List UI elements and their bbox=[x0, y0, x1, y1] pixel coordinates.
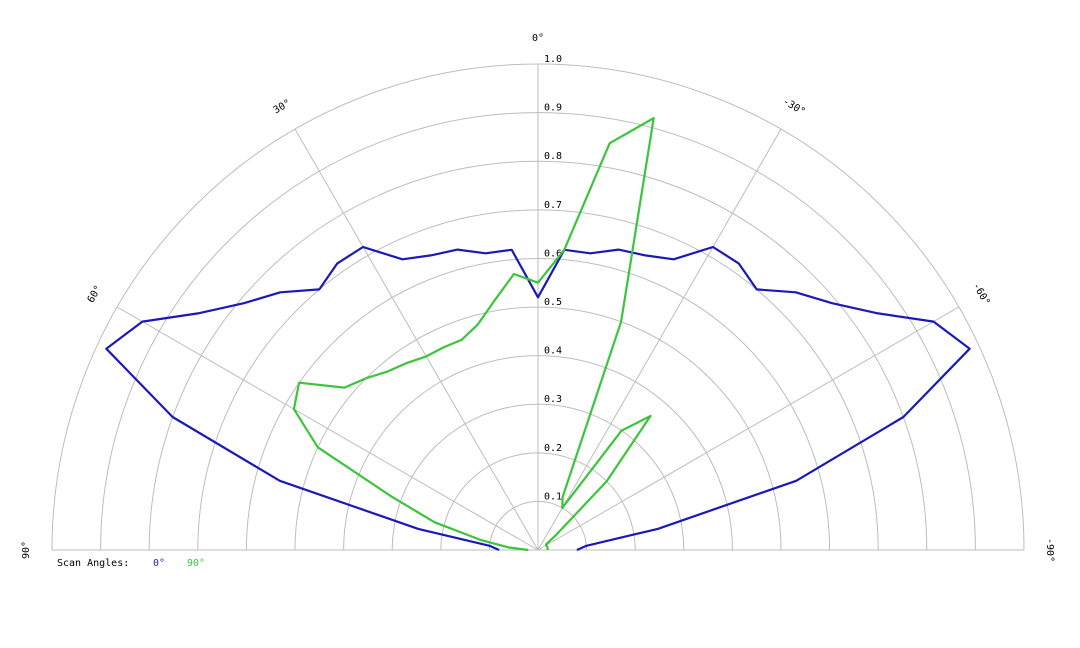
r-tick-label: 0.9 bbox=[544, 103, 562, 114]
r-tick-label: 0.7 bbox=[544, 200, 562, 211]
r-tick-label: 0.3 bbox=[544, 394, 562, 405]
legend-title: Scan Angles: bbox=[57, 558, 129, 569]
r-tick-label: 0.2 bbox=[544, 443, 562, 454]
r-tick-label: 0.4 bbox=[544, 346, 562, 357]
theta-tick-label: 90° bbox=[21, 541, 32, 559]
r-tick-label: 1.0 bbox=[544, 54, 562, 65]
theta-tick-label: -90° bbox=[1044, 538, 1055, 562]
series-line bbox=[292, 117, 655, 552]
r-tick-label: 0.5 bbox=[544, 297, 562, 308]
r-tick-label: 0.6 bbox=[544, 248, 562, 259]
theta-tick-label: 60° bbox=[86, 284, 105, 305]
legend-label: 90° bbox=[187, 558, 205, 569]
theta-tick-label: -60° bbox=[970, 281, 992, 307]
grid-spoke bbox=[116, 306, 539, 551]
legend-label: 0° bbox=[153, 558, 165, 569]
grid-spoke bbox=[294, 128, 539, 551]
grid-spoke bbox=[537, 306, 960, 551]
r-tick-label: 0.1 bbox=[544, 491, 562, 502]
r-tick-label: 0.8 bbox=[544, 151, 562, 162]
series-line bbox=[105, 245, 971, 552]
grid-spoke bbox=[537, 128, 782, 551]
theta-tick-label: 0° bbox=[532, 33, 544, 44]
theta-tick-label: -30° bbox=[781, 96, 807, 118]
theta-tick-label: 30° bbox=[272, 98, 293, 117]
